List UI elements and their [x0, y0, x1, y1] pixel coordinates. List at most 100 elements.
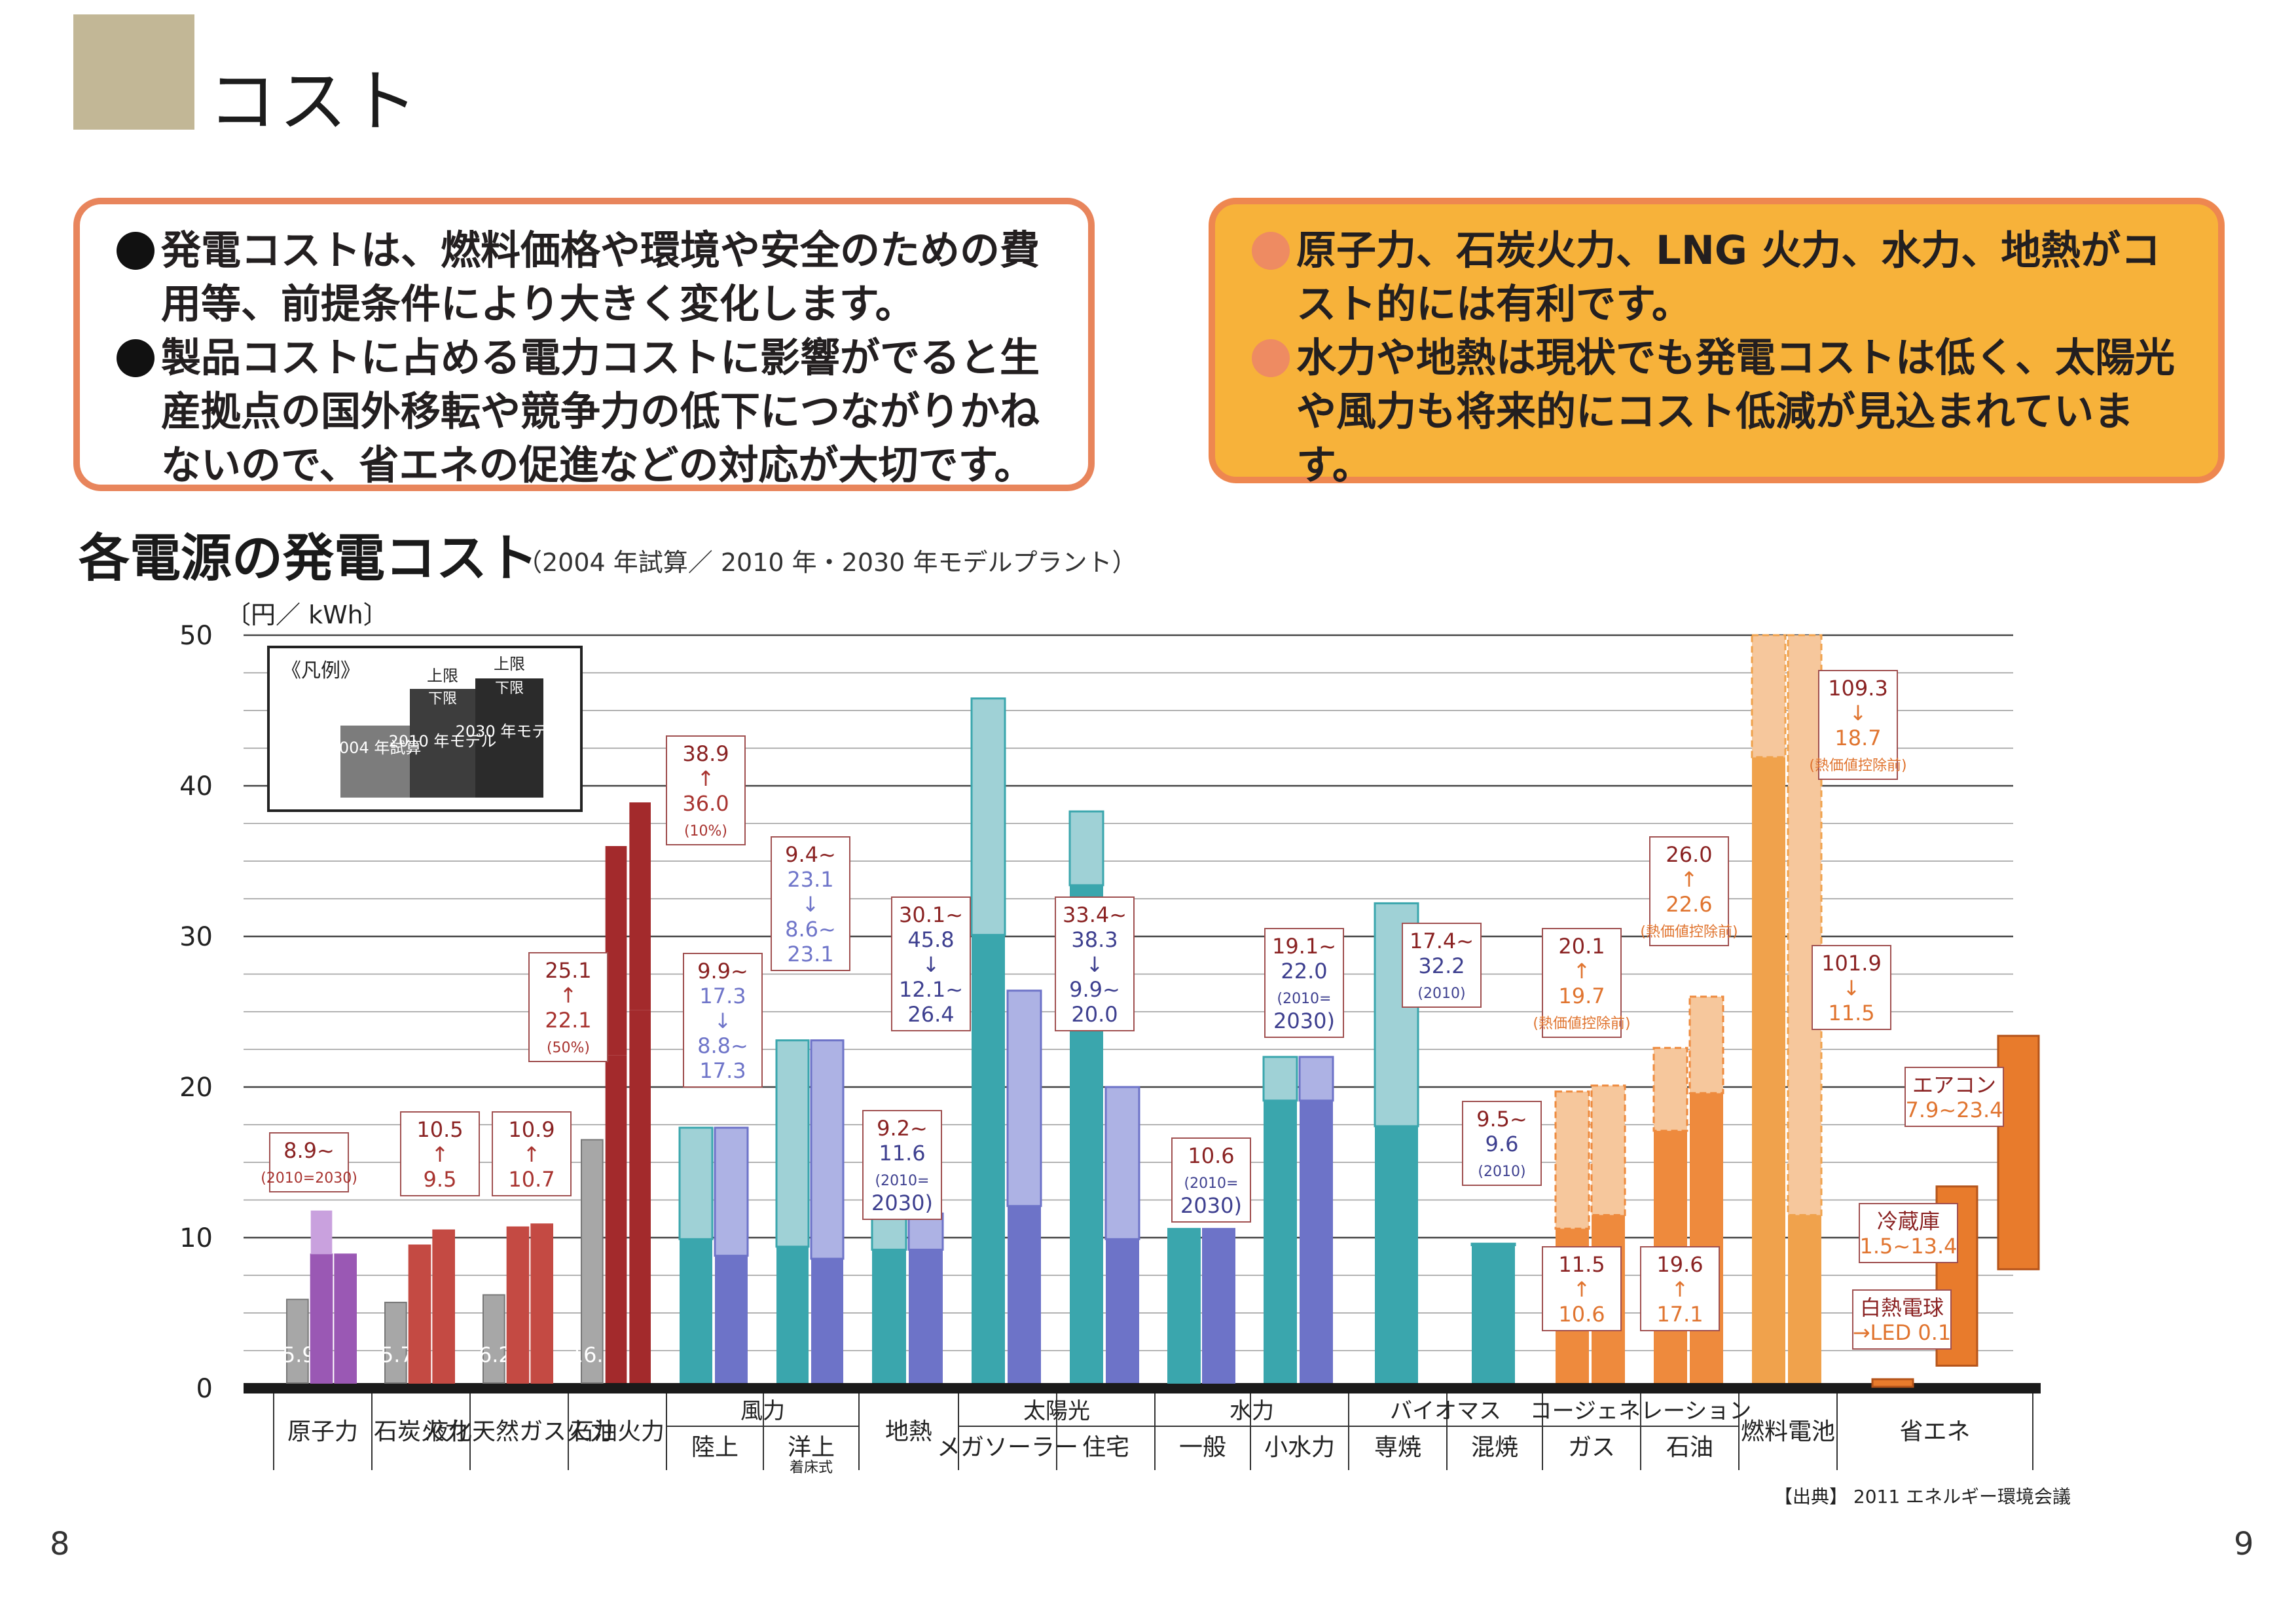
bar-range-陸上 — [678, 1126, 714, 1240]
callout-text: ↑ — [1671, 1277, 1689, 1302]
x-group-label: 風力 — [740, 1398, 785, 1424]
callout-text: 10.9 — [508, 1117, 555, 1142]
bar-一般-2010 — [1167, 1228, 1201, 1384]
bar-base-小水力 — [1300, 1100, 1333, 1383]
bar-省エネ-エアコン — [1997, 1035, 2040, 1270]
callout-text: 11.5 — [1828, 1001, 1874, 1025]
callout-text: 2030) — [871, 1190, 933, 1215]
callout-text: 23.1 — [787, 942, 833, 967]
callout-text: 45.8 — [907, 927, 954, 952]
callout-text: 9.6 — [1485, 1132, 1519, 1156]
x-category-sublabel: 着床式 — [790, 1460, 833, 1476]
callout-text: 20.0 — [1071, 1002, 1118, 1027]
callout-text: ↑ — [1573, 1277, 1591, 1302]
bullet-text: 製品コストに占める電力コストに影響がでると生産拠点の国外移転や競争力の低下につな… — [161, 335, 1040, 489]
callout-text: 9.2~ — [877, 1116, 928, 1141]
chart-subtitle: （2004 年試算／ 2010 年・2030 年モデルプラント） — [517, 548, 1137, 577]
bullet-dot-icon — [117, 339, 155, 377]
bar-value-label: 6.2 — [479, 1342, 512, 1367]
bullet-dot-icon — [1252, 232, 1290, 270]
callout-box — [1264, 928, 1344, 1038]
callout-text: (2010) — [1478, 1164, 1525, 1180]
bar-base-石油火力 — [605, 1055, 627, 1383]
callout-box — [1171, 1137, 1251, 1223]
bar-base-住宅 — [1106, 1239, 1139, 1383]
callout-text: エアコン — [1912, 1073, 1996, 1098]
legend-title: 《凡例》 — [282, 659, 360, 682]
y-tick-label: 20 — [179, 1073, 213, 1103]
callout-text: 白熱電球 — [1860, 1295, 1944, 1320]
bar-range-混焼 — [1470, 1242, 1516, 1246]
bar-range-メガソーラー — [1006, 989, 1042, 1208]
y-tick-label: 40 — [179, 771, 213, 802]
callout-text: 10.6 — [1558, 1302, 1605, 1327]
bar-石炭火力-2004 — [384, 1301, 407, 1384]
callout-text: 26.0 — [1666, 842, 1712, 867]
callout-text: (10%) — [684, 823, 727, 840]
callout-text: (2010= — [1277, 991, 1331, 1007]
bullet-dot-icon — [117, 232, 155, 270]
bar-base-メガソーラー — [1008, 1206, 1041, 1383]
bar-range-小水力 — [1298, 1056, 1334, 1102]
callout-text: 7.9~23.4 — [1906, 1098, 2003, 1122]
callout-box — [1649, 836, 1729, 946]
bar-range-陸上 — [714, 1126, 749, 1257]
bar-range-ガス — [1590, 1084, 1626, 1216]
callout-text: (熱価値控除前) — [1809, 758, 1906, 774]
callout-box — [683, 953, 763, 1088]
bar-base-専焼 — [1375, 1126, 1418, 1383]
bar-原子力-2010 — [310, 1253, 333, 1384]
x-category-label: 専焼 — [1374, 1434, 1421, 1461]
callout-text: 36.0 — [682, 791, 729, 816]
callout-text: 10.6 — [1188, 1143, 1234, 1168]
bar-range-住宅 — [1104, 1086, 1140, 1240]
callout-text: 8.9~ — [283, 1138, 335, 1163]
callout-text: (熱価値控除前) — [1640, 924, 1738, 940]
callout-text: ↑ — [431, 1142, 449, 1167]
bar-range-燃料電池 — [1751, 634, 1787, 758]
bar-base-メガソーラー — [972, 934, 1005, 1383]
bar-range-ガス — [1554, 1090, 1590, 1230]
x-category-label: 原子力 — [287, 1418, 358, 1445]
legend-label: 2010 年モデル — [389, 732, 497, 750]
legend-label: 2030 年モデル — [456, 722, 564, 741]
summary-box-right: 原子力、石炭火力、LNG 火力、水力、地熱がコスト的には有利です。 水力や地熱は… — [1209, 198, 2225, 489]
bullet-right-1: 原子力、石炭火力、LNG 火力、水力、地熱がコスト的には有利です。 — [1252, 224, 2181, 331]
callout-text: 11.6 — [879, 1141, 925, 1166]
bullet-text: 水力や地熱は現状でも発電コストは低く、太陽光や風力も将来的にコスト低減が見込まれ… — [1296, 335, 2176, 489]
callout-text: ↑ — [1681, 867, 1698, 892]
x-group-label: バイオマス — [1390, 1398, 1501, 1424]
legend-swatch-2030 — [475, 678, 543, 798]
x-category-label: 混焼 — [1471, 1434, 1518, 1461]
bullet-left-1: 発電コストは、燃料価格や環境や安全のための費用等、前提条件により大きく変化します… — [117, 224, 1051, 331]
callout-text: 1.5~13.4 — [1860, 1234, 1958, 1259]
callout-text: 19.7 — [1558, 984, 1605, 1008]
callout-text: ↓ — [1850, 701, 1867, 726]
callout-box — [666, 735, 746, 845]
callout-text: 109.3 — [1828, 676, 1888, 701]
bar-液化天然ガス火力-2004 — [483, 1294, 505, 1384]
x-group-label: 太陽光 — [1023, 1398, 1090, 1424]
callout-text: 8.8~ — [697, 1033, 748, 1058]
callout-text: 30.1~ — [899, 902, 963, 927]
callout-text: (熱価値控除前) — [1533, 1016, 1630, 1032]
callout-text: 17.3 — [699, 984, 746, 1008]
legend-upper-label: 上限 — [494, 655, 525, 673]
bar-base-混焼 — [1472, 1245, 1515, 1383]
callout-text: 17.1 — [1656, 1302, 1703, 1327]
bar-range-メガソーラー — [970, 697, 1006, 936]
callout-text: (50%) — [547, 1040, 590, 1056]
x-axis-baseline — [244, 1383, 2041, 1393]
x-category-label: 石炭火力 — [374, 1418, 468, 1445]
callout-text: ↑ — [1573, 959, 1591, 984]
callout-box — [862, 1110, 942, 1220]
legend-swatch-2010 — [410, 689, 475, 798]
bar-base-石油 — [1690, 1093, 1723, 1383]
bar-range-燃料電池 — [1787, 634, 1823, 1216]
callout-text: 20.1 — [1558, 934, 1605, 959]
callout-box — [1818, 670, 1898, 780]
x-category-label: 洋上 — [788, 1434, 835, 1461]
bar-range-石油 — [1652, 1046, 1688, 1132]
x-group-label: 水力 — [1230, 1398, 1274, 1424]
callout-text: ↑ — [697, 766, 715, 791]
